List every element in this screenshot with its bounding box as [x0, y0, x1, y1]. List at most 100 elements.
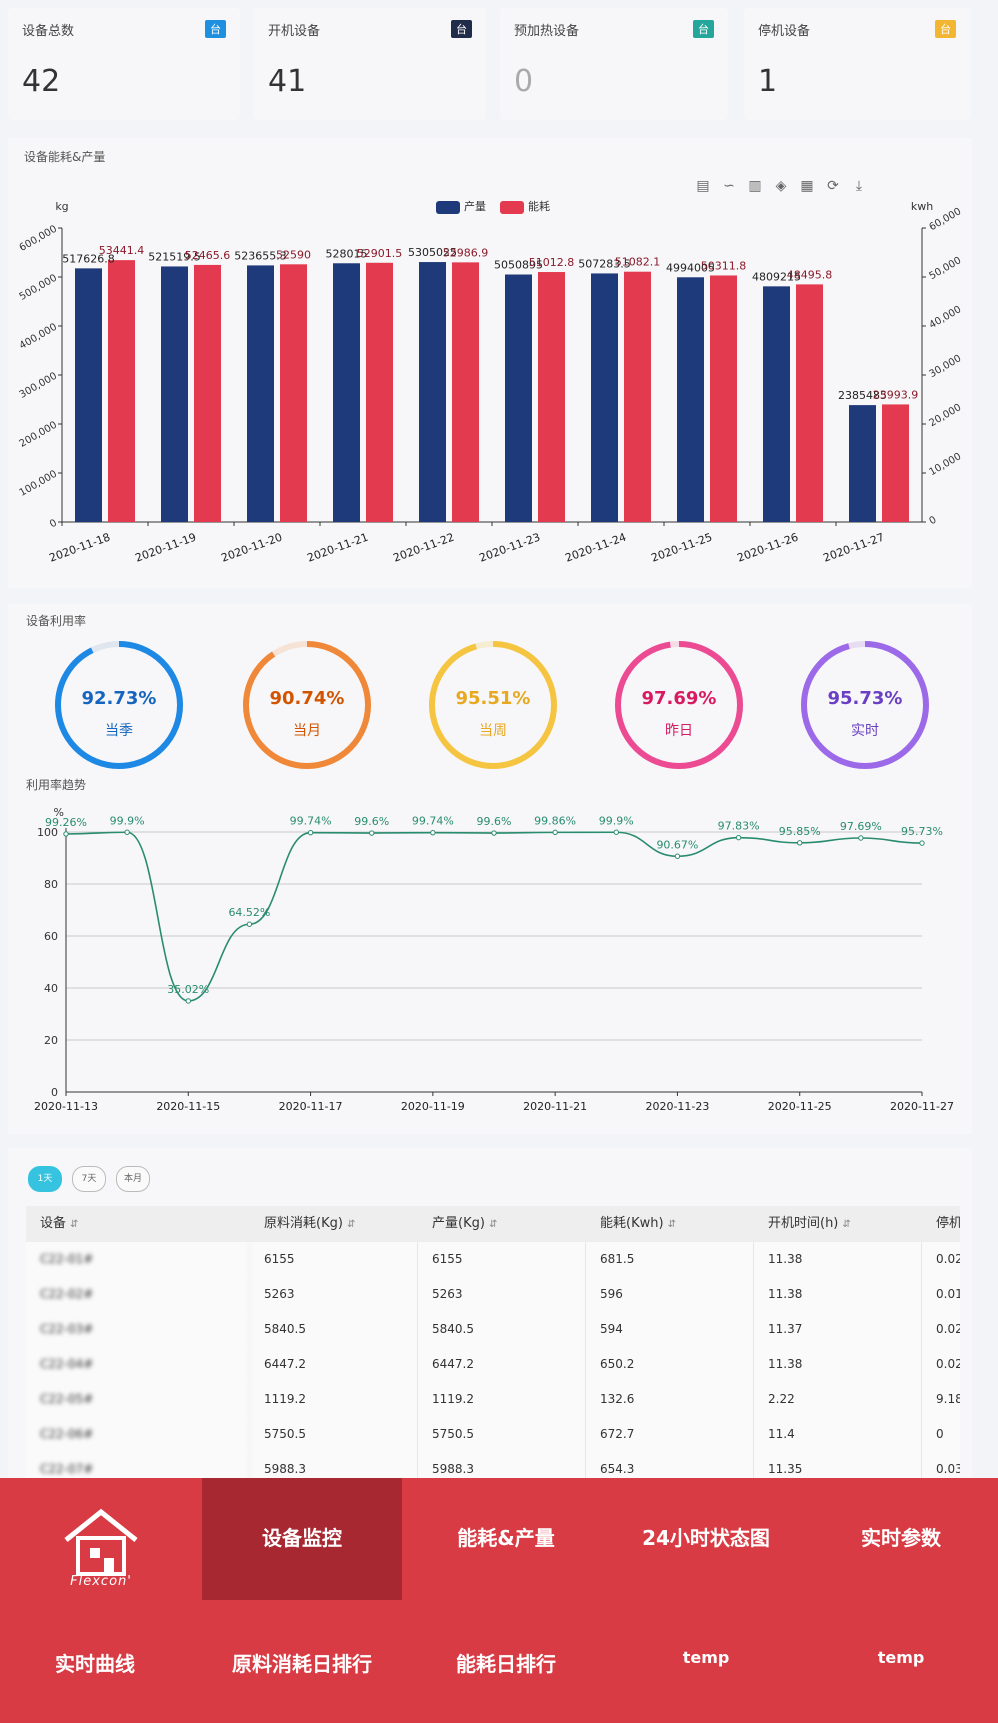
- x-tick-label: 2020-11-27: [890, 1100, 954, 1113]
- column-header-energy[interactable]: 能耗(Kwh) ⇵: [586, 1206, 754, 1242]
- gauge-arc: [55, 641, 183, 769]
- stat-value: 42: [22, 64, 61, 99]
- nav-temp-2[interactable]: temp: [877, 1648, 925, 1667]
- sort-icon[interactable]: ⇵: [70, 1219, 79, 1230]
- home-icon: [64, 1508, 138, 1576]
- column-header-device[interactable]: 设备 ⇵: [26, 1206, 250, 1242]
- unit-badge: 台: [451, 20, 472, 38]
- download-icon[interactable]: ⤓: [855, 178, 863, 194]
- bar-energy: [624, 271, 651, 522]
- nav-energy-ranking[interactable]: 能耗日排行: [456, 1652, 556, 1676]
- table-cell: 11.38: [754, 1347, 922, 1382]
- table-cell: 672.7: [586, 1417, 754, 1452]
- table-cell: 6447.2: [418, 1347, 586, 1382]
- stat-card-total: 设备总数 台 42: [8, 8, 240, 120]
- x-tick-label: 2020-11-18: [47, 531, 112, 565]
- stack-icon[interactable]: ◈: [775, 178, 787, 194]
- brand-name: Flexcon': [70, 1574, 132, 1589]
- x-tick-label: 2020-11-23: [477, 531, 542, 565]
- stat-label: 设备总数: [22, 24, 75, 39]
- gauge-week: 95.51% 当周: [428, 640, 558, 770]
- bar-value-label: 507283.5: [578, 257, 631, 270]
- dashboard: 设备总数 台 42 开机设备 台 41 预加热设备 台 0 停机设备 台 1 设…: [8, 8, 964, 1478]
- x-tick-label: 2020-11-15: [156, 1100, 220, 1113]
- bar-value-label: 48495.8: [787, 268, 833, 281]
- table-cell: C22-01#: [26, 1242, 250, 1277]
- y-tick-label: 600,000: [18, 224, 59, 254]
- table-cell: 0.01: [922, 1277, 960, 1312]
- table-row[interactable]: C22-06# 5750.5 5750.5 672.7 11.4 0: [26, 1417, 960, 1453]
- bar-value-label: 5050895: [494, 259, 543, 272]
- legend-label: 能耗: [528, 200, 550, 213]
- sort-icon[interactable]: ⇵: [842, 1219, 851, 1230]
- trend-value-label: 95.85%: [779, 825, 821, 838]
- trend-value-label: 99.74%: [412, 815, 454, 828]
- bar-energy: [538, 272, 565, 522]
- filter-1day[interactable]: 1天: [28, 1166, 62, 1192]
- nav-24h-status[interactable]: 24小时状态图: [642, 1526, 770, 1550]
- table-cell: 5840.5: [418, 1312, 586, 1347]
- column-header-material[interactable]: 原料消耗(Kg) ⇵: [250, 1206, 418, 1242]
- stat-label: 开机设备: [268, 24, 321, 39]
- legend-item-output[interactable]: 产量: [436, 198, 486, 214]
- table-cell: 132.6: [586, 1382, 754, 1417]
- table-cell: 650.2: [586, 1347, 754, 1382]
- bar-value-label: 523655.3: [234, 249, 287, 262]
- column-header-output[interactable]: 产量(Kg) ⇵: [418, 1206, 586, 1242]
- y-tick-label: 0: [48, 518, 59, 531]
- data-view-icon[interactable]: ▤: [696, 178, 710, 194]
- bar-output: [591, 273, 618, 522]
- nav-temp-1[interactable]: temp: [682, 1648, 730, 1667]
- column-header-runtime[interactable]: 开机时间(h) ⇵: [754, 1206, 922, 1242]
- filter-7days[interactable]: 7天: [72, 1166, 106, 1192]
- bar-output: [333, 263, 360, 522]
- gauge-arc: [801, 641, 929, 769]
- table-cell: 0.02: [922, 1347, 960, 1382]
- y-tick-label: 100,000: [18, 469, 59, 499]
- column-label: 设备: [40, 1216, 67, 1231]
- stat-value: 1: [758, 64, 778, 99]
- x-tick-label: 2020-11-25: [649, 531, 714, 565]
- gauge-label: 当季: [105, 723, 133, 739]
- nav-device-monitor[interactable]: 设备监控: [262, 1526, 342, 1550]
- trend-point: [369, 830, 375, 836]
- bar-energy: [366, 262, 393, 522]
- gauge-quarter: 92.73% 当季: [54, 640, 184, 770]
- column-label: 原料消耗(Kg): [264, 1216, 343, 1231]
- nav-material-ranking[interactable]: 原料消耗日排行: [232, 1652, 372, 1676]
- sort-icon[interactable]: ⇵: [667, 1219, 677, 1230]
- line-icon[interactable]: ∽: [723, 178, 735, 194]
- y-tick-label-right: 10,000: [928, 451, 964, 478]
- stat-card-running: 开机设备 台 41: [254, 8, 486, 120]
- table-cell: 5988.3: [250, 1452, 418, 1478]
- nav-realtime-curve[interactable]: 实时曲线: [55, 1652, 135, 1676]
- logo[interactable]: Flexcon': [56, 1502, 146, 1592]
- legend-item-energy[interactable]: 能耗: [500, 198, 550, 214]
- bar-value-label: 52590: [276, 248, 311, 261]
- refresh-icon[interactable]: ⟳: [827, 178, 839, 194]
- table-cell: 11.37: [754, 1312, 922, 1347]
- grid-icon[interactable]: ▦: [800, 178, 814, 194]
- bar-value-label: 521519.5: [148, 250, 201, 263]
- trend-value-label: 64.52%: [228, 906, 270, 919]
- y-tick-label-right: 30,000: [928, 353, 964, 380]
- column-header-stop[interactable]: 停机: [922, 1206, 960, 1242]
- y-tick-label: 40: [44, 982, 58, 995]
- y-tick-label: 500,000: [18, 273, 59, 303]
- filter-month[interactable]: 本月: [116, 1166, 150, 1192]
- table-cell: C22-03#: [26, 1312, 250, 1347]
- bar-icon[interactable]: ▥: [748, 178, 762, 194]
- nav-energy-output[interactable]: 能耗&产量: [457, 1526, 555, 1550]
- sort-icon[interactable]: ⇵: [347, 1219, 356, 1230]
- x-tick-label: 2020-11-21: [523, 1100, 587, 1113]
- y-tick-label: 60: [44, 930, 58, 943]
- sort-icon[interactable]: ⇵: [489, 1219, 498, 1230]
- nav-realtime-params[interactable]: 实时参数: [861, 1526, 941, 1550]
- table-cell: 11.4: [754, 1417, 922, 1452]
